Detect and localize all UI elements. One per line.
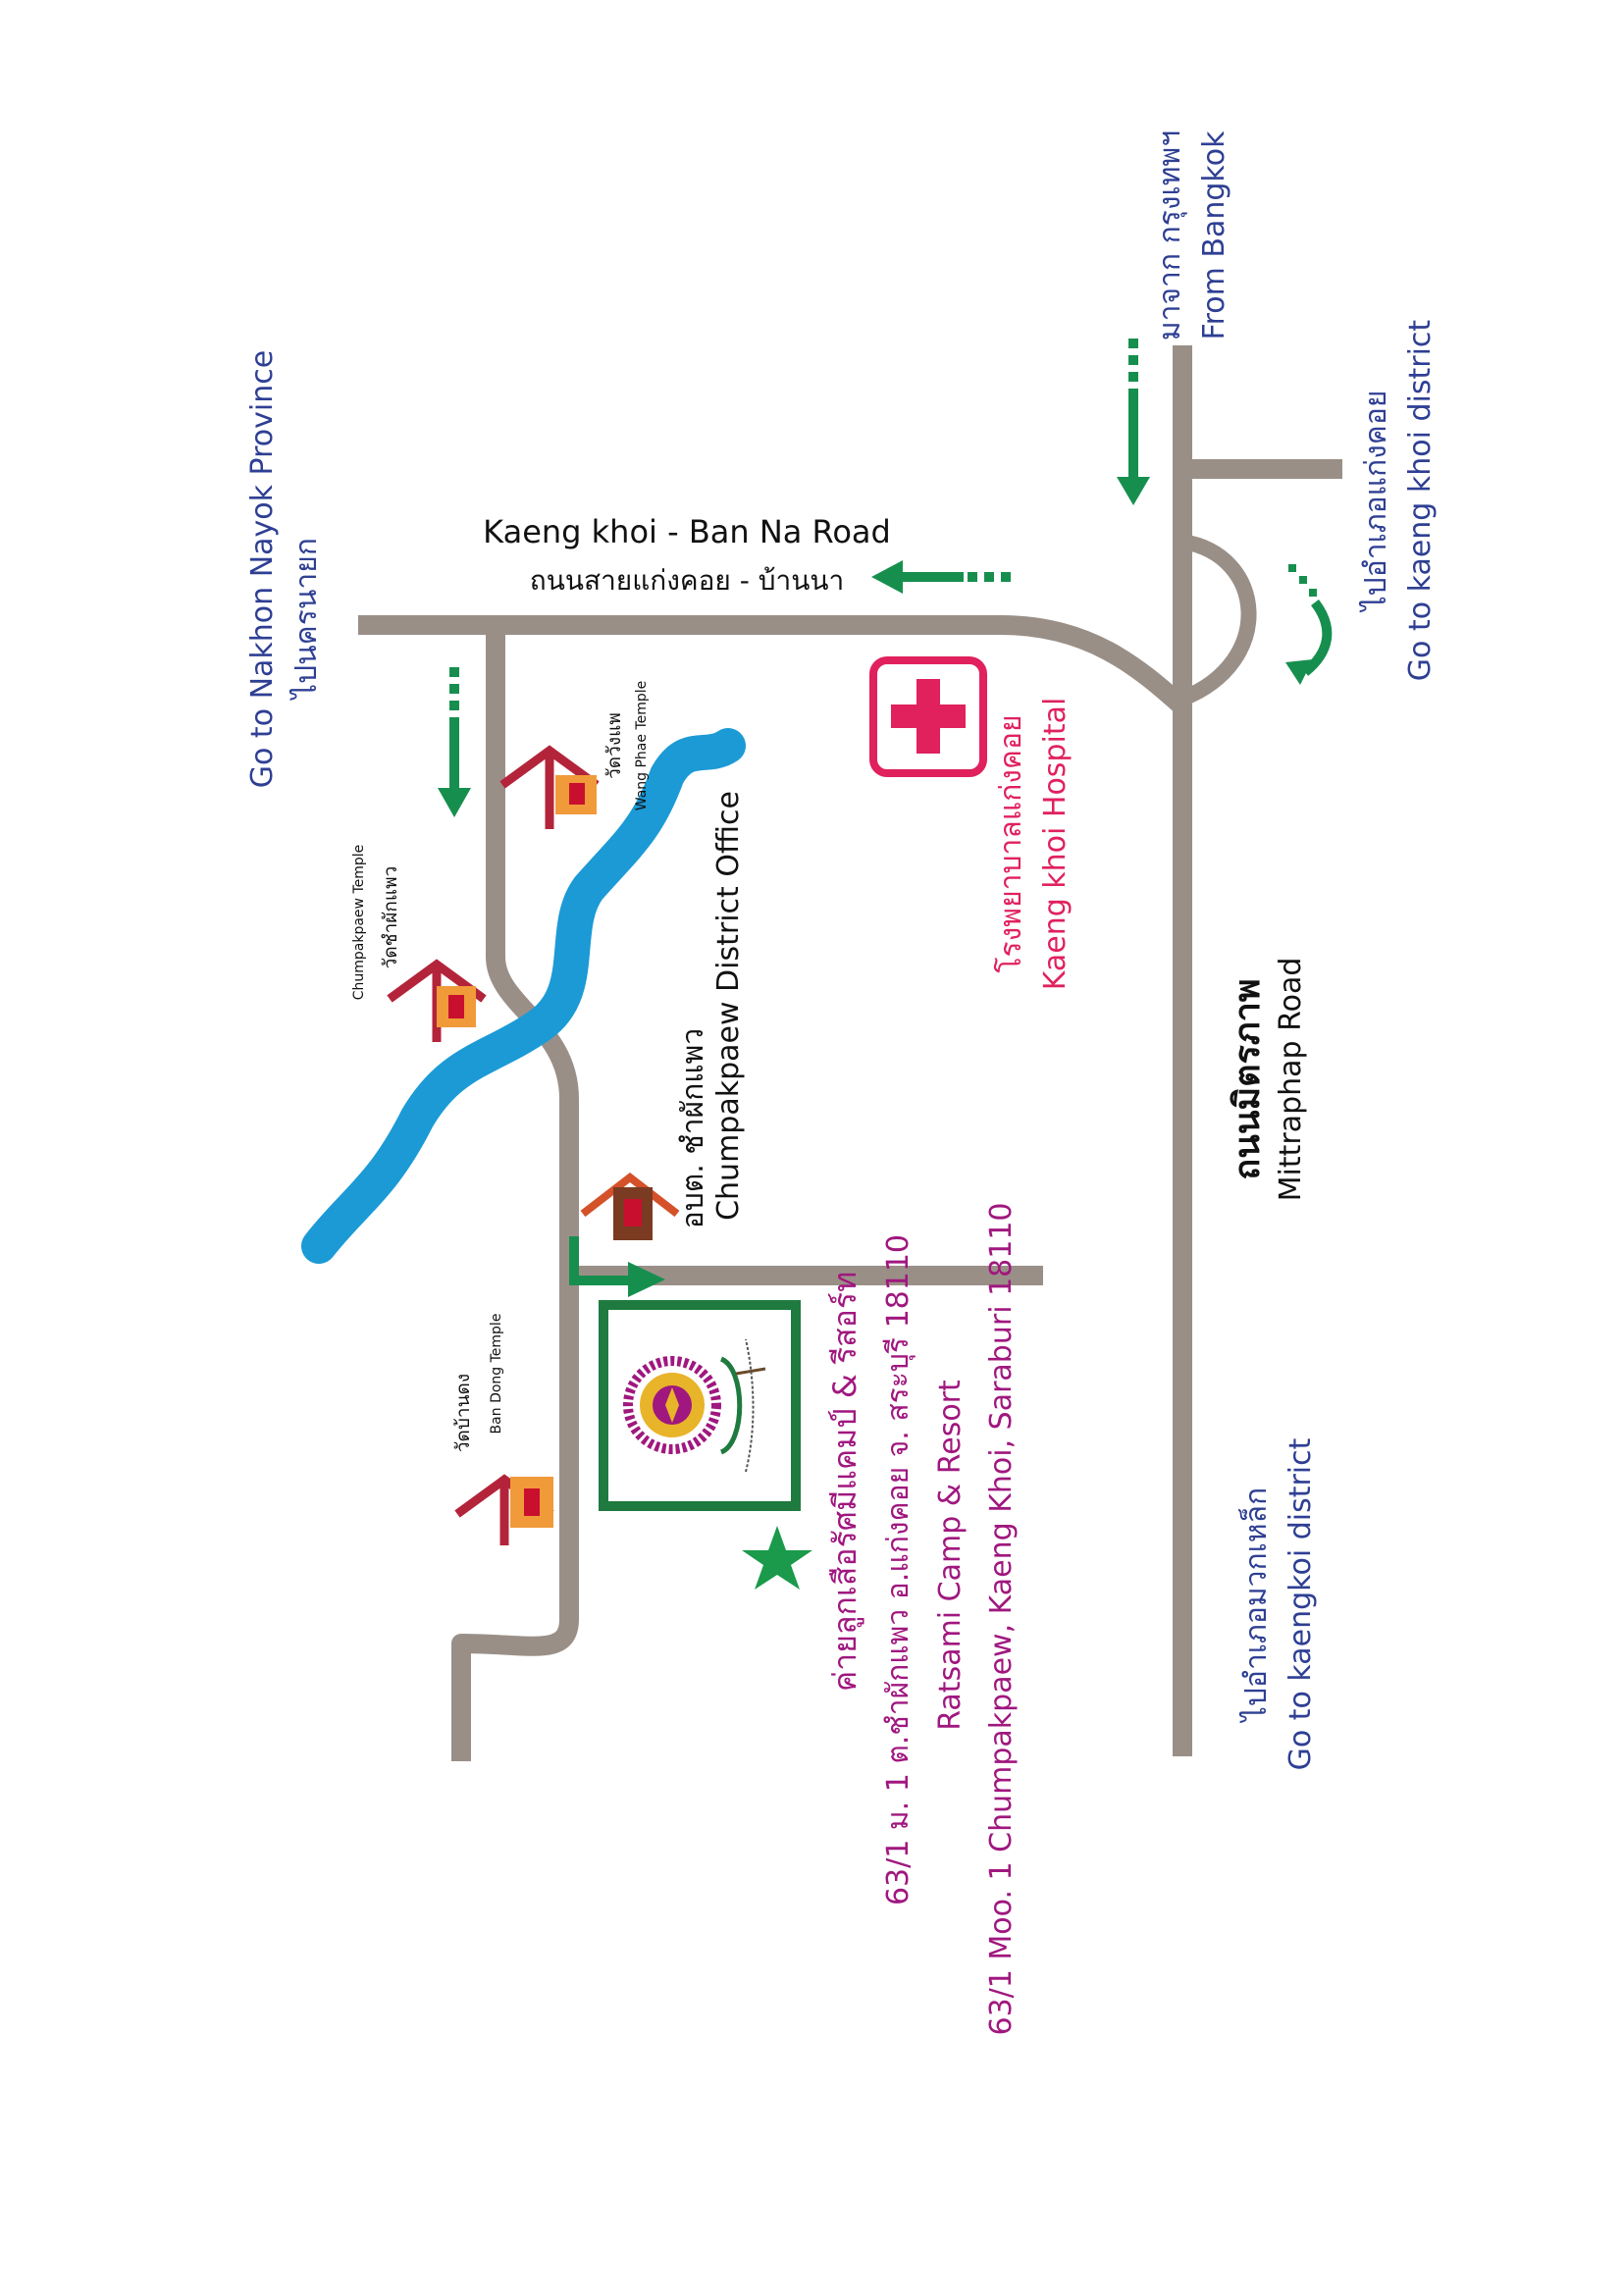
label-kaeng-khoi-th: ไปอำเภอแก่งคอย	[1358, 391, 1393, 613]
label-kaeng-khoi-en: Go to kaeng khoi district	[1403, 320, 1438, 682]
label-hospital-th: โรงพยาบาลแก่งคอย	[993, 714, 1028, 972]
label-from-bangkok-th: มาจาก กรุงเทพฯ	[1153, 130, 1188, 340]
label-office-th: อบต. ชำผักแพว	[676, 1028, 710, 1229]
label-ban-na-road-th: ถนนสายแก่งคอย - บ้านนา	[530, 564, 844, 597]
arrow-u-turn	[1285, 564, 1333, 685]
label-office-en: Chumpakpaew District Office	[711, 791, 746, 1221]
label-muak-lek-en: Go to kaengkoi district	[1283, 1437, 1318, 1770]
river	[301, 728, 746, 1264]
label-camp-address-en: 63/1 Moo. 1 Chumpakpaew, Kaeng Khoi, Sar…	[984, 1202, 1019, 2035]
local-road	[451, 625, 579, 1761]
arrow-right-camp-entrance	[569, 1236, 665, 1297]
u-turn-loop	[1178, 534, 1257, 706]
label-from-bangkok-en: From Bangkok	[1197, 130, 1231, 340]
label-hospital-en: Kaeng khoi Hospital	[1038, 698, 1073, 991]
label-muak-lek-th: ไปอำเภอมวกเหล็ก	[1237, 1487, 1274, 1723]
label-wang-phae-en: Wang Phae Temple	[634, 681, 650, 811]
camp-location-star-icon	[742, 1526, 812, 1590]
arrow-down-from-bangkok	[1117, 339, 1150, 505]
arrow-down-local-road	[438, 667, 471, 817]
label-ban-dong-en: Ban Dong Temple	[489, 1314, 504, 1435]
camp-logo	[623, 1338, 766, 1473]
map-labels: Go to Nakhon Nayok Province ไปนครนายก มา…	[245, 130, 1438, 2036]
label-ban-na-road-en: Kaeng khoi - Ban Na Road	[483, 513, 891, 550]
label-wang-phae-th: วัดวังแพ	[603, 712, 625, 779]
district-office-icon	[580, 1172, 680, 1240]
chumpakpaew-temple-icon	[387, 959, 487, 1042]
label-camp-address-th: 63/1 ม. 1 ต.ชำผักแพว อ.แก่งคอย จ. สระบุร…	[881, 1234, 916, 1905]
wang-phae-temple-icon	[499, 745, 600, 829]
label-chumpakpaew-temple-en: Chumpakpaew Temple	[351, 845, 367, 1001]
label-nakhon-nayok-th: ไปนครนายก	[288, 538, 324, 701]
arrow-left-ban-na-road	[871, 560, 1011, 594]
camp-site	[599, 1300, 801, 1511]
label-nakhon-nayok-en: Go to Nakhon Nayok Province	[245, 350, 280, 788]
kaeng-khoi-ban-na-road	[358, 615, 1189, 714]
label-ban-dong-th: วัดบ้านดง	[452, 1374, 474, 1452]
label-camp-name-th: ค่ายลูกเสือรัศมีแคมป์ & รีสอร์ท	[826, 1272, 864, 1692]
direction-arrows	[438, 339, 1333, 1297]
label-chumpakpaew-temple-th: วัดชำผักแพว	[380, 866, 401, 969]
label-mittraphap-en: Mittraphap Road	[1274, 958, 1308, 1202]
label-camp-name-en: Ratsami Camp & Resort	[933, 1380, 968, 1731]
ban-dong-temple-icon	[454, 1474, 554, 1545]
hospital-icon	[869, 656, 987, 777]
label-mittraphap-th: ถนนมิตรภาพ	[1228, 978, 1268, 1179]
